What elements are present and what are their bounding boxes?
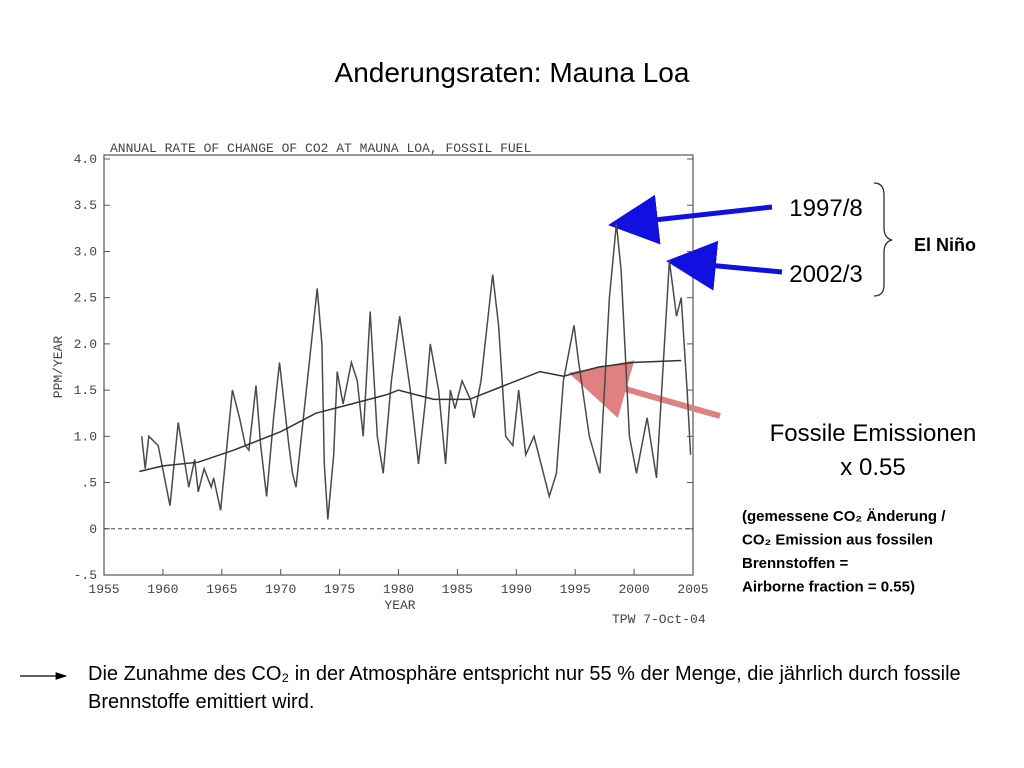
y-tick-label: 2.0 [74,337,97,352]
arrow-fossil [568,360,721,419]
arrow-1997 [608,194,773,245]
x-tick-label: 1995 [560,582,591,597]
chart-title: ANNUAL RATE OF CHANGE OF CO2 AT MAUNA LO… [110,141,531,156]
fossil-label: Fossile Emissionen [770,420,977,447]
y-tick-label: 1.5 [74,383,97,398]
fossil-factor: x 0.55 [840,454,905,481]
brace [873,182,893,297]
y-tick-label: -.5 [74,568,97,583]
note-line: CO₂ Emission aus fossilen [742,532,933,549]
x-tick-label: 1970 [265,582,296,597]
x-tick-label: 1990 [501,582,532,597]
data-line [140,223,692,520]
y-tick-label: 1.0 [74,429,97,444]
note-line: (gemessene CO₂ Änderung / [742,508,946,525]
x-tick-label: 2005 [677,582,708,597]
x-tick-label: 1965 [206,582,237,597]
y-tick-label: 4.0 [74,152,97,167]
data-line [139,359,682,473]
y-tick-label: 3.5 [74,198,97,213]
x-axis-label: YEAR [384,598,415,613]
x-tick-label: 1960 [147,582,178,597]
plot-frame [103,154,694,576]
arrow-2002 [666,240,783,291]
y-tick-label: 2.5 [74,291,97,306]
slide-title: Anderungsraten: Mauna Loa [335,57,690,88]
y-axis-label: PPM/YEAR [51,336,66,399]
y-tick-label: 3.0 [74,244,97,259]
label-1997: 1997/8 [789,195,862,222]
x-tick-label: 1985 [442,582,473,597]
conclusion: Die Zunahme des CO₂ in der Atmosphäre en… [88,663,961,713]
x-tick-label: 1980 [383,582,414,597]
note-line: Airborne fraction = 0.55) [742,579,915,596]
x-tick-label: 1955 [88,582,119,597]
x-tick-label: 1975 [324,582,355,597]
y-tick-label: .5 [81,476,97,491]
el-nino: El Niño [914,235,976,255]
x-tick-label: 2000 [618,582,649,597]
note-line: Brennstoffen = [742,555,849,572]
y-tick-label: 0 [89,522,97,537]
label-2002: 2002/3 [789,261,862,288]
footnote: TPW 7-Oct-04 [612,612,706,627]
